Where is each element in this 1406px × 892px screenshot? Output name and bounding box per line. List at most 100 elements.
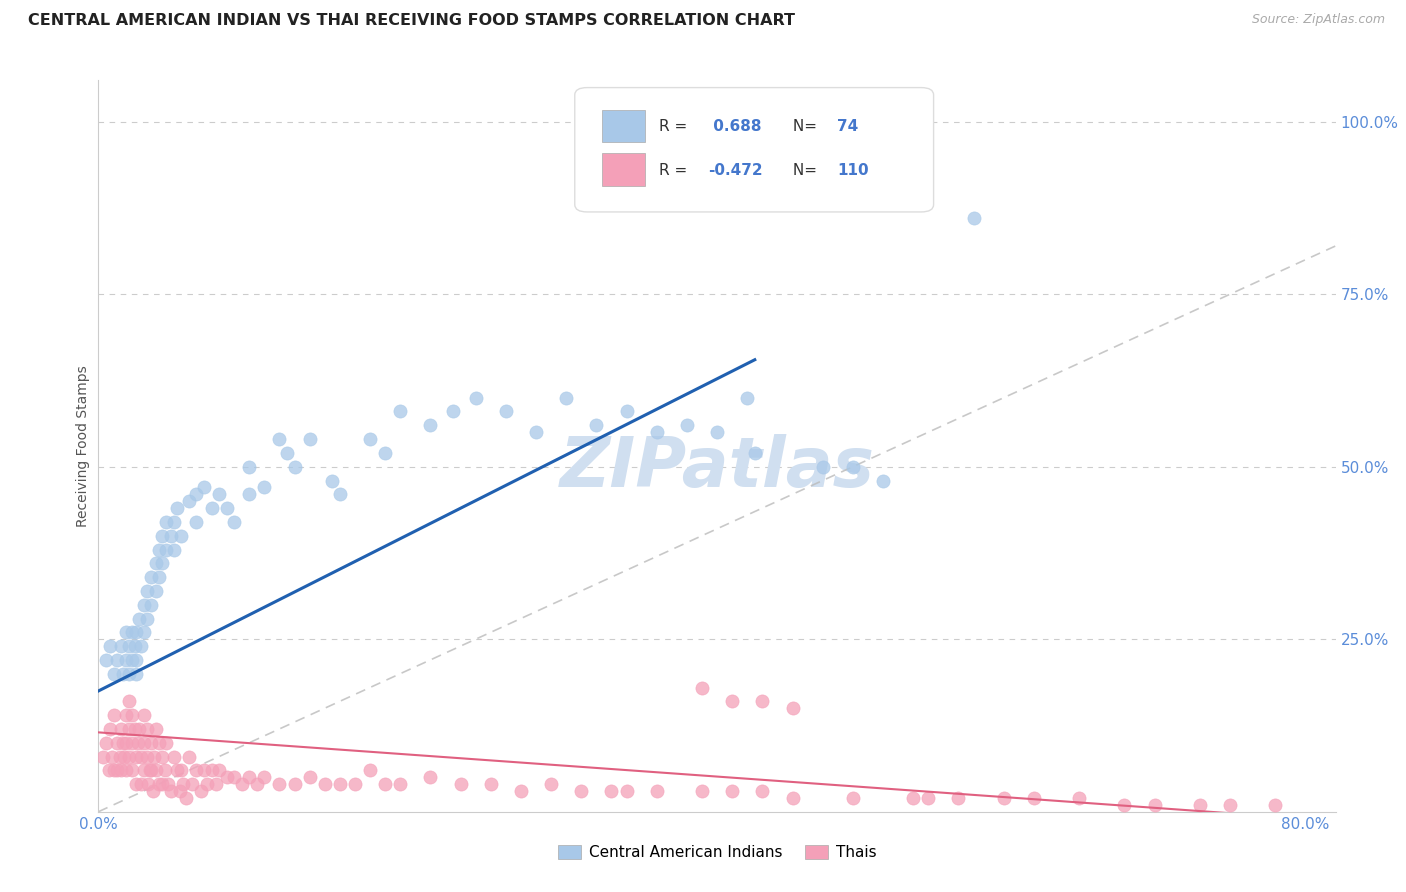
Point: [842, 459, 865, 474]
Point: [94, 736, 117, 750]
Point: [143, 749, 166, 764]
Point: [112, 749, 135, 764]
Point: [215, 770, 238, 784]
Text: Source: ZipAtlas.com: Source: ZipAtlas.com: [1251, 13, 1385, 27]
Point: [1143, 797, 1166, 812]
Point: [170, 764, 193, 778]
Point: [735, 391, 758, 405]
Point: [782, 791, 804, 805]
Point: [110, 639, 132, 653]
Point: [148, 736, 170, 750]
Point: [148, 777, 170, 791]
Point: [186, 764, 208, 778]
Point: [186, 515, 208, 529]
Point: [359, 764, 381, 778]
Point: [205, 777, 228, 791]
Point: [111, 666, 134, 681]
Point: [842, 791, 865, 805]
Point: [1022, 791, 1045, 805]
Point: [246, 777, 269, 791]
Point: [782, 701, 804, 715]
Point: [91, 749, 114, 764]
Point: [125, 625, 148, 640]
Text: 0.688: 0.688: [709, 119, 762, 134]
Point: [238, 459, 260, 474]
Point: [389, 404, 412, 418]
Point: [117, 666, 139, 681]
Point: [193, 480, 215, 494]
Point: [121, 708, 143, 723]
Point: [127, 736, 149, 750]
Point: [811, 459, 834, 474]
Point: [110, 764, 132, 778]
Point: [163, 749, 186, 764]
Point: [374, 446, 396, 460]
Point: [166, 764, 188, 778]
Point: [135, 611, 157, 625]
Point: [129, 777, 152, 791]
Point: [125, 666, 148, 681]
Bar: [602, 110, 645, 143]
Point: [253, 770, 276, 784]
Bar: [602, 153, 645, 186]
Point: [872, 474, 894, 488]
Point: [103, 708, 125, 723]
Point: [117, 639, 139, 653]
Point: [114, 764, 136, 778]
Point: [132, 598, 155, 612]
Point: [616, 784, 638, 798]
Point: [195, 777, 218, 791]
Text: 74: 74: [837, 119, 858, 134]
Point: [150, 557, 173, 571]
Point: [100, 722, 122, 736]
Point: [156, 777, 179, 791]
Point: [105, 764, 128, 778]
Point: [101, 749, 124, 764]
Point: [155, 736, 177, 750]
Point: [141, 736, 163, 750]
Text: ZIPatlas: ZIPatlas: [560, 434, 875, 501]
Point: [645, 425, 668, 440]
Point: [124, 639, 146, 653]
Point: [103, 666, 125, 681]
Point: [509, 784, 531, 798]
Point: [117, 749, 139, 764]
Point: [993, 791, 1015, 805]
Point: [555, 391, 578, 405]
Point: [153, 764, 176, 778]
Point: [238, 487, 260, 501]
Point: [135, 722, 157, 736]
Point: [160, 529, 183, 543]
Point: [100, 639, 122, 653]
Point: [148, 542, 170, 557]
Point: [148, 570, 170, 584]
Point: [150, 529, 173, 543]
Point: [190, 784, 212, 798]
Point: [105, 736, 128, 750]
Point: [145, 764, 167, 778]
Point: [141, 598, 163, 612]
Point: [174, 791, 197, 805]
Point: [155, 542, 177, 557]
Text: CENTRAL AMERICAN INDIAN VS THAI RECEIVING FOOD STAMPS CORRELATION CHART: CENTRAL AMERICAN INDIAN VS THAI RECEIVIN…: [28, 13, 796, 29]
Point: [163, 542, 186, 557]
Point: [600, 784, 623, 798]
Point: [186, 487, 208, 501]
Point: [117, 722, 139, 736]
Point: [121, 764, 143, 778]
Point: [269, 777, 291, 791]
Point: [495, 404, 517, 418]
Point: [111, 736, 134, 750]
Point: [948, 791, 970, 805]
Point: [419, 418, 441, 433]
Point: [200, 501, 222, 516]
Point: [98, 764, 121, 778]
Point: [1219, 797, 1241, 812]
Point: [616, 404, 638, 418]
Point: [208, 764, 231, 778]
Point: [314, 777, 336, 791]
Point: [125, 777, 148, 791]
Point: [125, 653, 148, 667]
Point: [117, 694, 139, 708]
Point: [142, 784, 165, 798]
